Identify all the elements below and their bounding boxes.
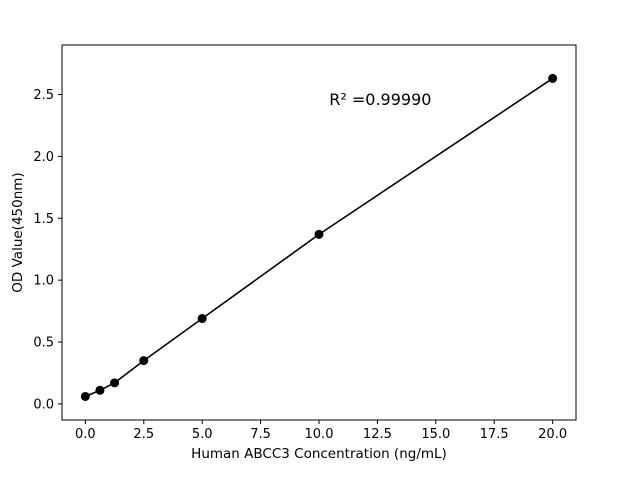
data-point xyxy=(139,356,149,366)
x-tick-label: 10.0 xyxy=(305,427,334,442)
data-point xyxy=(95,385,105,395)
x-axis-label: Human ABCC3 Concentration (ng/mL) xyxy=(191,446,447,462)
y-tick-label: 1.5 xyxy=(33,212,54,227)
y-tick-label: 0.5 xyxy=(33,336,54,351)
y-tick-label: 1.0 xyxy=(33,274,54,289)
x-tick-label: 7.5 xyxy=(250,427,271,442)
data-point xyxy=(110,378,120,388)
data-point xyxy=(548,73,558,83)
x-tick-label: 17.5 xyxy=(480,427,509,442)
data-point xyxy=(314,229,324,239)
data-point xyxy=(197,314,207,324)
y-tick-label: 2.0 xyxy=(33,150,54,165)
x-tick-label: 5.0 xyxy=(192,427,213,442)
data-point xyxy=(80,391,90,401)
x-tick-label: 2.5 xyxy=(133,427,154,442)
x-tick-label: 15.0 xyxy=(421,427,450,442)
y-tick-label: 0.0 xyxy=(33,397,54,412)
y-axis-label: OD Value(450nm) xyxy=(10,172,26,292)
x-tick-label: 0.0 xyxy=(75,427,96,442)
r-squared-annotation: R² =0.99990 xyxy=(329,90,431,109)
y-tick-label: 2.5 xyxy=(33,88,54,103)
x-tick-label: 12.5 xyxy=(363,427,392,442)
x-tick-label: 20.0 xyxy=(538,427,567,442)
